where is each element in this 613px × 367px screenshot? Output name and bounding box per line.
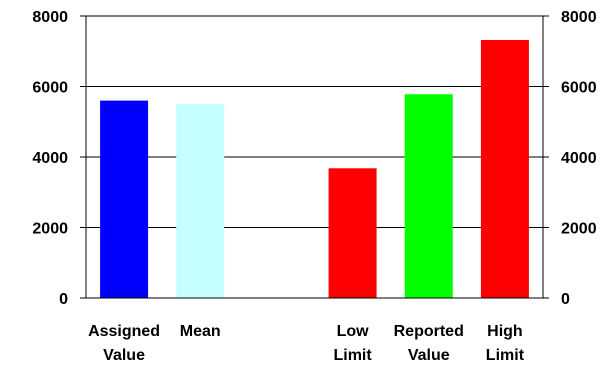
y-tick-label-left: 4000 — [32, 150, 68, 167]
gridlines — [86, 15, 543, 228]
x-category-label: Assigned — [88, 323, 160, 340]
y-tick-label-left: 6000 — [32, 80, 68, 97]
bar — [176, 104, 225, 298]
y-tick-label-left: 2000 — [32, 221, 68, 238]
bar — [480, 39, 529, 298]
y-tick-label-right: 8000 — [561, 9, 597, 26]
bar — [100, 100, 149, 298]
x-category-label: Value — [408, 347, 450, 364]
y-tick-label-right: 0 — [561, 291, 570, 308]
y-tick-label-left: 0 — [59, 291, 68, 308]
x-category-label: Reported — [394, 323, 464, 340]
bars — [100, 39, 529, 298]
x-category-label: Low — [337, 323, 370, 340]
y-tick-label-left: 8000 — [32, 9, 68, 26]
y-tick-label-right: 6000 — [561, 80, 597, 97]
x-category-label: Value — [103, 347, 145, 364]
bar — [328, 168, 377, 298]
axes — [80, 15, 549, 299]
y-tick-labels-left: 0 2000 4000 6000 8000 — [32, 9, 68, 308]
y-tick-label-right: 2000 — [561, 221, 597, 238]
x-category-label: Limit — [333, 347, 372, 364]
bar — [404, 94, 453, 298]
x-category-label: Limit — [486, 347, 525, 364]
y-tick-labels-right: 0 2000 4000 6000 8000 — [561, 9, 597, 308]
x-category-label: High — [487, 323, 523, 340]
y-tick-label-right: 4000 — [561, 150, 597, 167]
x-category-label: Mean — [180, 323, 221, 340]
x-category-labels: Assigned Value Mean Low Limit Reported Value Hi… — [88, 323, 525, 364]
